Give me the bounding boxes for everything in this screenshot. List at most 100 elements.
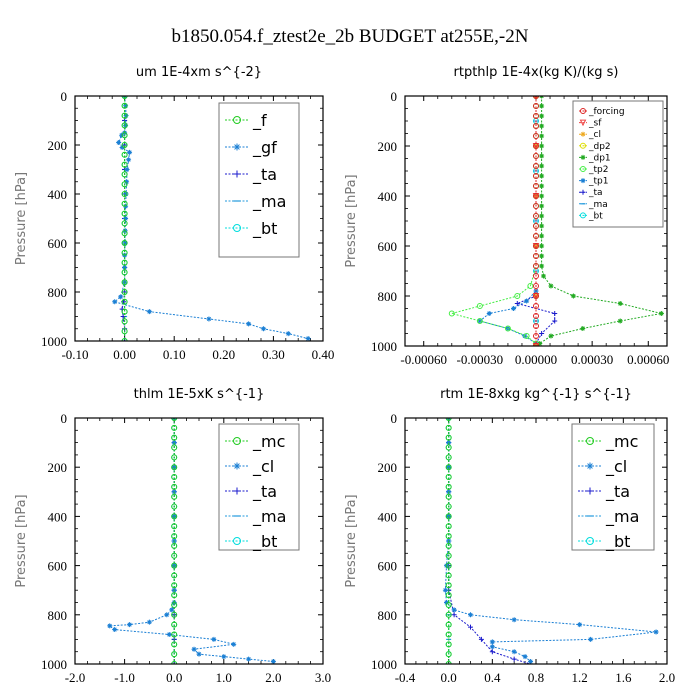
- rtm-point-mc: [445, 454, 452, 461]
- rtpthlp-point-forcing: [533, 303, 539, 309]
- rtm-legend-box: [571, 423, 655, 551]
- um-point-f: [121, 161, 128, 168]
- rtpthlp-point-dp1: [539, 193, 545, 199]
- rtpthlp-point-tp1: [533, 288, 539, 294]
- thlm-legend: _mc _cl _ta _ma _bt: [218, 423, 300, 552]
- thlm-legend-marker: [233, 437, 241, 445]
- thlm-legend-label: _mc: [252, 432, 285, 452]
- um-legend-label: _gf: [252, 138, 277, 158]
- um-xtick-label: 0.10: [163, 347, 186, 362]
- rtpthlp-point-dp1: [539, 113, 545, 119]
- rtm-xtick-label: 0.8: [528, 670, 544, 685]
- rtm-point-mc: [445, 503, 452, 510]
- thlm-point-mc: [171, 483, 178, 490]
- rtm-legend-label: _ma: [605, 507, 639, 527]
- thlm-point-cl: [246, 656, 252, 662]
- rtm-plot-frame: [404, 417, 668, 665]
- rtpthlp-point-dp1: [539, 263, 545, 269]
- um-point-f: [121, 112, 128, 119]
- um-xtick-label: 0.40: [312, 347, 335, 362]
- thlm-series-group: [107, 418, 276, 664]
- thlm-panel: thlm 1E-5xK s^{-1} Pressure [hPa] -2.0 -1.0…: [14, 387, 331, 685]
- thlm-point-mc: [171, 533, 178, 540]
- rtm-point-mc: [445, 474, 452, 481]
- rtpthlp-legend-label: _forcing: [588, 107, 625, 117]
- thlm-point-mc: [171, 418, 178, 421]
- thlm-point-cl: [166, 631, 172, 637]
- thlm-point-mc: [171, 552, 178, 559]
- um-series-f: [121, 96, 128, 341]
- thlm-ytick-label: 0: [61, 411, 68, 426]
- um-point-gf: [124, 179, 130, 185]
- rtm-ytick-label: 200: [378, 460, 398, 475]
- um-point-f: [121, 200, 128, 207]
- rtpthlp-point-dp1: [580, 326, 586, 331]
- rtpthlp-point-ta: [552, 318, 558, 324]
- um-ylabel: Pressure [hPa]: [14, 172, 29, 265]
- rtpthlp-legend-label: _dp2: [588, 142, 611, 152]
- rtpthlp-ylabel: Pressure [hPa]: [344, 174, 359, 267]
- rtm-point-cl: [528, 659, 534, 664]
- thlm-ylabel: Pressure [hPa]: [14, 494, 29, 587]
- um-point-f: [121, 132, 128, 139]
- thlm-point-mc: [171, 454, 178, 461]
- rtpthlp-legend-label: _tp1: [588, 177, 608, 187]
- rtpthlp-xtick-label: -0.00060: [400, 352, 447, 367]
- thlm-ytick-label: 600: [48, 559, 68, 574]
- um-point-f: [121, 279, 128, 286]
- rtm-point-mc: [445, 552, 452, 559]
- figure-title: b1850.054.f_ztest2e_2b BUDGET at255E,-2N: [172, 26, 529, 47]
- rtm-point-cl: [588, 636, 594, 642]
- rtpthlp-point-tp2: [523, 333, 530, 339]
- rtpthlp-xtick-label: -0.00030: [457, 352, 504, 367]
- um-point-gf: [123, 103, 129, 109]
- um-point-f: [121, 181, 128, 188]
- um-xtick-label: 0.30: [262, 347, 285, 362]
- thlm-point-cl: [270, 659, 276, 664]
- um-point-gf: [305, 336, 311, 341]
- thlm-plot-frame: [74, 417, 324, 665]
- rtpthlp-ytick-label: 200: [378, 139, 398, 154]
- thlm-point-mc: [171, 641, 178, 648]
- thlm-point-cl: [146, 619, 152, 625]
- rtpthlp-point-forcing: [533, 203, 539, 209]
- rtm-ylabel: Pressure [hPa]: [344, 494, 359, 587]
- thlm-point-mc: [171, 592, 178, 599]
- rtpthlp-point-tp2: [476, 303, 483, 309]
- um-point-gf: [123, 113, 129, 119]
- rtm-point-mc: [445, 513, 452, 520]
- um-point-gf: [123, 122, 129, 128]
- rtpthlp-point-tp2: [476, 318, 483, 324]
- rtm-ytick-label: 600: [378, 559, 398, 574]
- rtm-series-group: [442, 418, 659, 664]
- rtm-point-mc: [445, 592, 452, 599]
- thlm-point-mc: [171, 631, 178, 638]
- um-point-gf: [123, 216, 129, 221]
- um-point-f: [121, 240, 128, 246]
- rtm-point-ta: [468, 624, 473, 630]
- rtm-series-ta: [446, 418, 534, 664]
- rtm-point-cl: [468, 612, 473, 618]
- rtm-point-mc: [445, 434, 452, 441]
- rtpthlp-legend-label: _ta: [588, 188, 603, 198]
- rtm-legend: _mc _cl _ta _ma _bt: [571, 423, 655, 552]
- thlm-point-mc: [171, 611, 178, 618]
- rtpthlp-point-cl: [533, 243, 539, 249]
- um-ytick-label: 800: [48, 285, 68, 300]
- rtpthlp-point-dp1: [540, 273, 546, 279]
- rtm-point-mc: [445, 641, 452, 648]
- um-point-f: [121, 220, 128, 227]
- rtpthlp-legend-label: _tp2: [588, 165, 608, 175]
- rtm-xtick-label: 1.2: [572, 670, 588, 685]
- thlm-point-mc: [171, 651, 178, 658]
- thlm-xtick-label: 3.0: [315, 670, 331, 685]
- thlm-point-cl: [196, 651, 202, 657]
- rtpthlp-point-forcing: [533, 213, 539, 219]
- rtm-panel-title: rtm 1E-8xkg kg^{-1} s^{-1}: [440, 387, 632, 402]
- rtpthlp-point-forcing: [533, 273, 539, 279]
- rtm-xtick-label: 1.6: [615, 670, 632, 685]
- rtpthlp-legend-marker: [580, 154, 586, 160]
- rtpthlp-legend-marker: [580, 108, 586, 114]
- rtm-point-cl: [489, 644, 495, 650]
- thlm-ytick-label: 800: [48, 608, 68, 623]
